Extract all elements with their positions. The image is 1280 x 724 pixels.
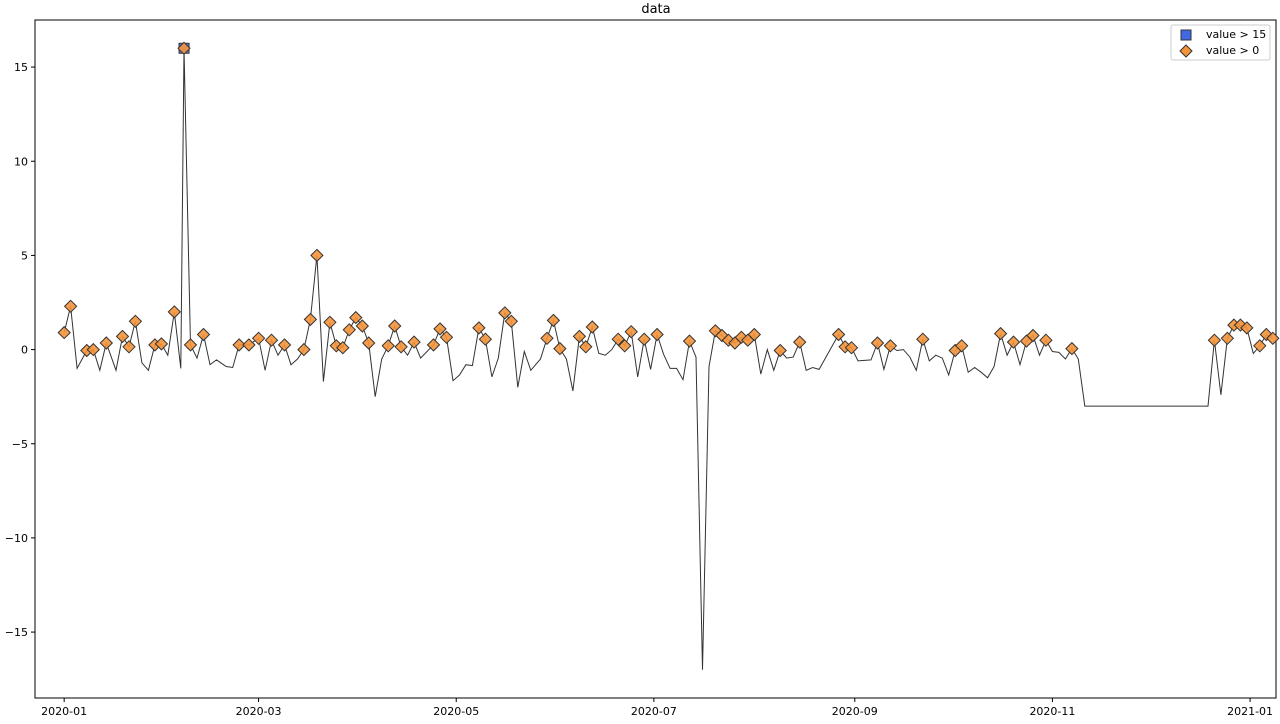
marker-gt-0 bbox=[407, 335, 421, 349]
marker-gt-0 bbox=[883, 339, 898, 353]
marker-gt-0 bbox=[1006, 335, 1021, 349]
legend: value > 15 value > 0 bbox=[1170, 24, 1271, 61]
marker-gt-0 bbox=[747, 327, 762, 342]
legend-label: value > 15 bbox=[1206, 28, 1266, 41]
x-axis: 2020-01 2020-03 2020-05 2020-07 2020-09 2020-… bbox=[41, 698, 1273, 718]
marker-gt-0 bbox=[1253, 339, 1267, 353]
x-tick-label: 2020-03 bbox=[236, 705, 282, 718]
marker-gt-0 bbox=[993, 326, 1008, 341]
marker-gt-0 bbox=[650, 327, 664, 342]
marker-gt-0 bbox=[361, 336, 376, 350]
marker-gt-0 bbox=[682, 334, 697, 348]
marker-gt-0 bbox=[355, 319, 370, 333]
marker-gt-0 bbox=[381, 339, 395, 353]
x-tick-label: 2021-01 bbox=[1227, 705, 1273, 718]
marker-gt-0 bbox=[870, 336, 885, 350]
marker-gt-0 bbox=[426, 338, 441, 352]
legend-marker-square bbox=[1180, 29, 1192, 41]
marker-gt-0 bbox=[128, 314, 143, 329]
marker-gt-0 bbox=[954, 339, 969, 353]
marker-gt-0 bbox=[122, 340, 136, 354]
legend-label: value > 0 bbox=[1206, 44, 1259, 57]
marker-gt-0 bbox=[572, 329, 587, 344]
x-tick-label: 2020-01 bbox=[41, 705, 87, 718]
y-tick-label: 15 bbox=[14, 61, 28, 74]
marker-gt-0 bbox=[387, 319, 402, 333]
marker-gt-0 bbox=[916, 332, 930, 346]
marker-gt-0 bbox=[394, 340, 408, 354]
marker-gt-0 bbox=[1039, 333, 1053, 347]
marker-gt-0 bbox=[585, 320, 600, 334]
marker-gt-0 bbox=[1240, 321, 1254, 335]
marker-gt-0 bbox=[303, 312, 318, 327]
marker-gt-0 bbox=[637, 332, 651, 346]
y-tick-label: −10 bbox=[5, 532, 28, 545]
marker-gt-0 bbox=[540, 331, 554, 346]
marker-gt-0 bbox=[277, 338, 292, 352]
legend-marker-diamond bbox=[1179, 44, 1193, 58]
marker-gt-0 bbox=[1220, 331, 1235, 346]
x-tick-label: 2020-07 bbox=[631, 705, 677, 718]
plot-area bbox=[34, 19, 1280, 699]
marker-gt-0 bbox=[472, 321, 486, 335]
marker-gt-0 bbox=[154, 337, 169, 351]
y-tick-label: −15 bbox=[5, 626, 28, 639]
x-tick-label: 2020-05 bbox=[433, 705, 479, 718]
marker-gt-0 bbox=[611, 332, 625, 346]
x-tick-label: 2020-09 bbox=[832, 705, 878, 718]
marker-gt-0 bbox=[310, 248, 324, 263]
marker-gt-0 bbox=[323, 315, 337, 330]
marker-gt-0 bbox=[579, 340, 593, 354]
marker-gt-0 bbox=[1026, 328, 1040, 343]
marker-gt-0 bbox=[57, 325, 71, 340]
marker-gt-0 bbox=[478, 332, 493, 346]
marker-gt-0 bbox=[773, 343, 787, 358]
y-axis: −15 −10 −5 0 5 10 15 bbox=[5, 61, 35, 639]
marker-gt-0 bbox=[504, 314, 519, 329]
chart-title: data bbox=[641, 2, 670, 17]
marker-gt-0 bbox=[177, 41, 191, 56]
marker-gt-0 bbox=[196, 327, 211, 342]
plot-frame bbox=[34, 19, 1277, 699]
marker-gt-0 bbox=[439, 330, 454, 345]
marker-gt-0 bbox=[99, 336, 114, 350]
marker-gt-0 bbox=[349, 310, 363, 325]
marker-gt-0 bbox=[242, 338, 256, 352]
marker-gt-0 bbox=[1207, 333, 1222, 347]
marker-gt-0 bbox=[617, 339, 632, 353]
marker-gt-0 bbox=[63, 299, 78, 314]
series-line bbox=[63, 48, 1274, 670]
marker-gt-0 bbox=[546, 313, 561, 328]
marker-gt-0 bbox=[792, 335, 807, 349]
marker-gt-0 bbox=[433, 322, 447, 336]
legend-box bbox=[1170, 24, 1271, 61]
marker-gt-0 bbox=[86, 342, 101, 357]
marker-gt-0 bbox=[167, 305, 182, 319]
marker-gt-0 bbox=[115, 329, 130, 344]
marker-gt-0 bbox=[297, 342, 311, 357]
marker-gt-0 bbox=[844, 340, 859, 355]
marker-gt-0 bbox=[183, 338, 198, 352]
marker-gt-0 bbox=[342, 323, 357, 337]
marker-gt-0 bbox=[251, 331, 266, 346]
marker-gt-0 bbox=[831, 327, 846, 342]
marker-gt-0 bbox=[336, 340, 350, 355]
marker-gt-0 bbox=[1266, 331, 1280, 346]
y-tick-label: 5 bbox=[21, 249, 28, 262]
x-tick-label: 2020-11 bbox=[1029, 705, 1075, 718]
marker-gt-0 bbox=[553, 341, 567, 356]
marker-gt-0 bbox=[624, 324, 638, 339]
marker-gt-0 bbox=[264, 333, 279, 347]
marker-gt-0 bbox=[498, 306, 512, 320]
y-tick-label: 0 bbox=[21, 344, 28, 357]
marker-gt-0 bbox=[1065, 341, 1079, 356]
y-tick-label: 10 bbox=[14, 155, 28, 168]
y-tick-label: −5 bbox=[12, 438, 28, 451]
marker-gt-0 bbox=[232, 338, 246, 352]
